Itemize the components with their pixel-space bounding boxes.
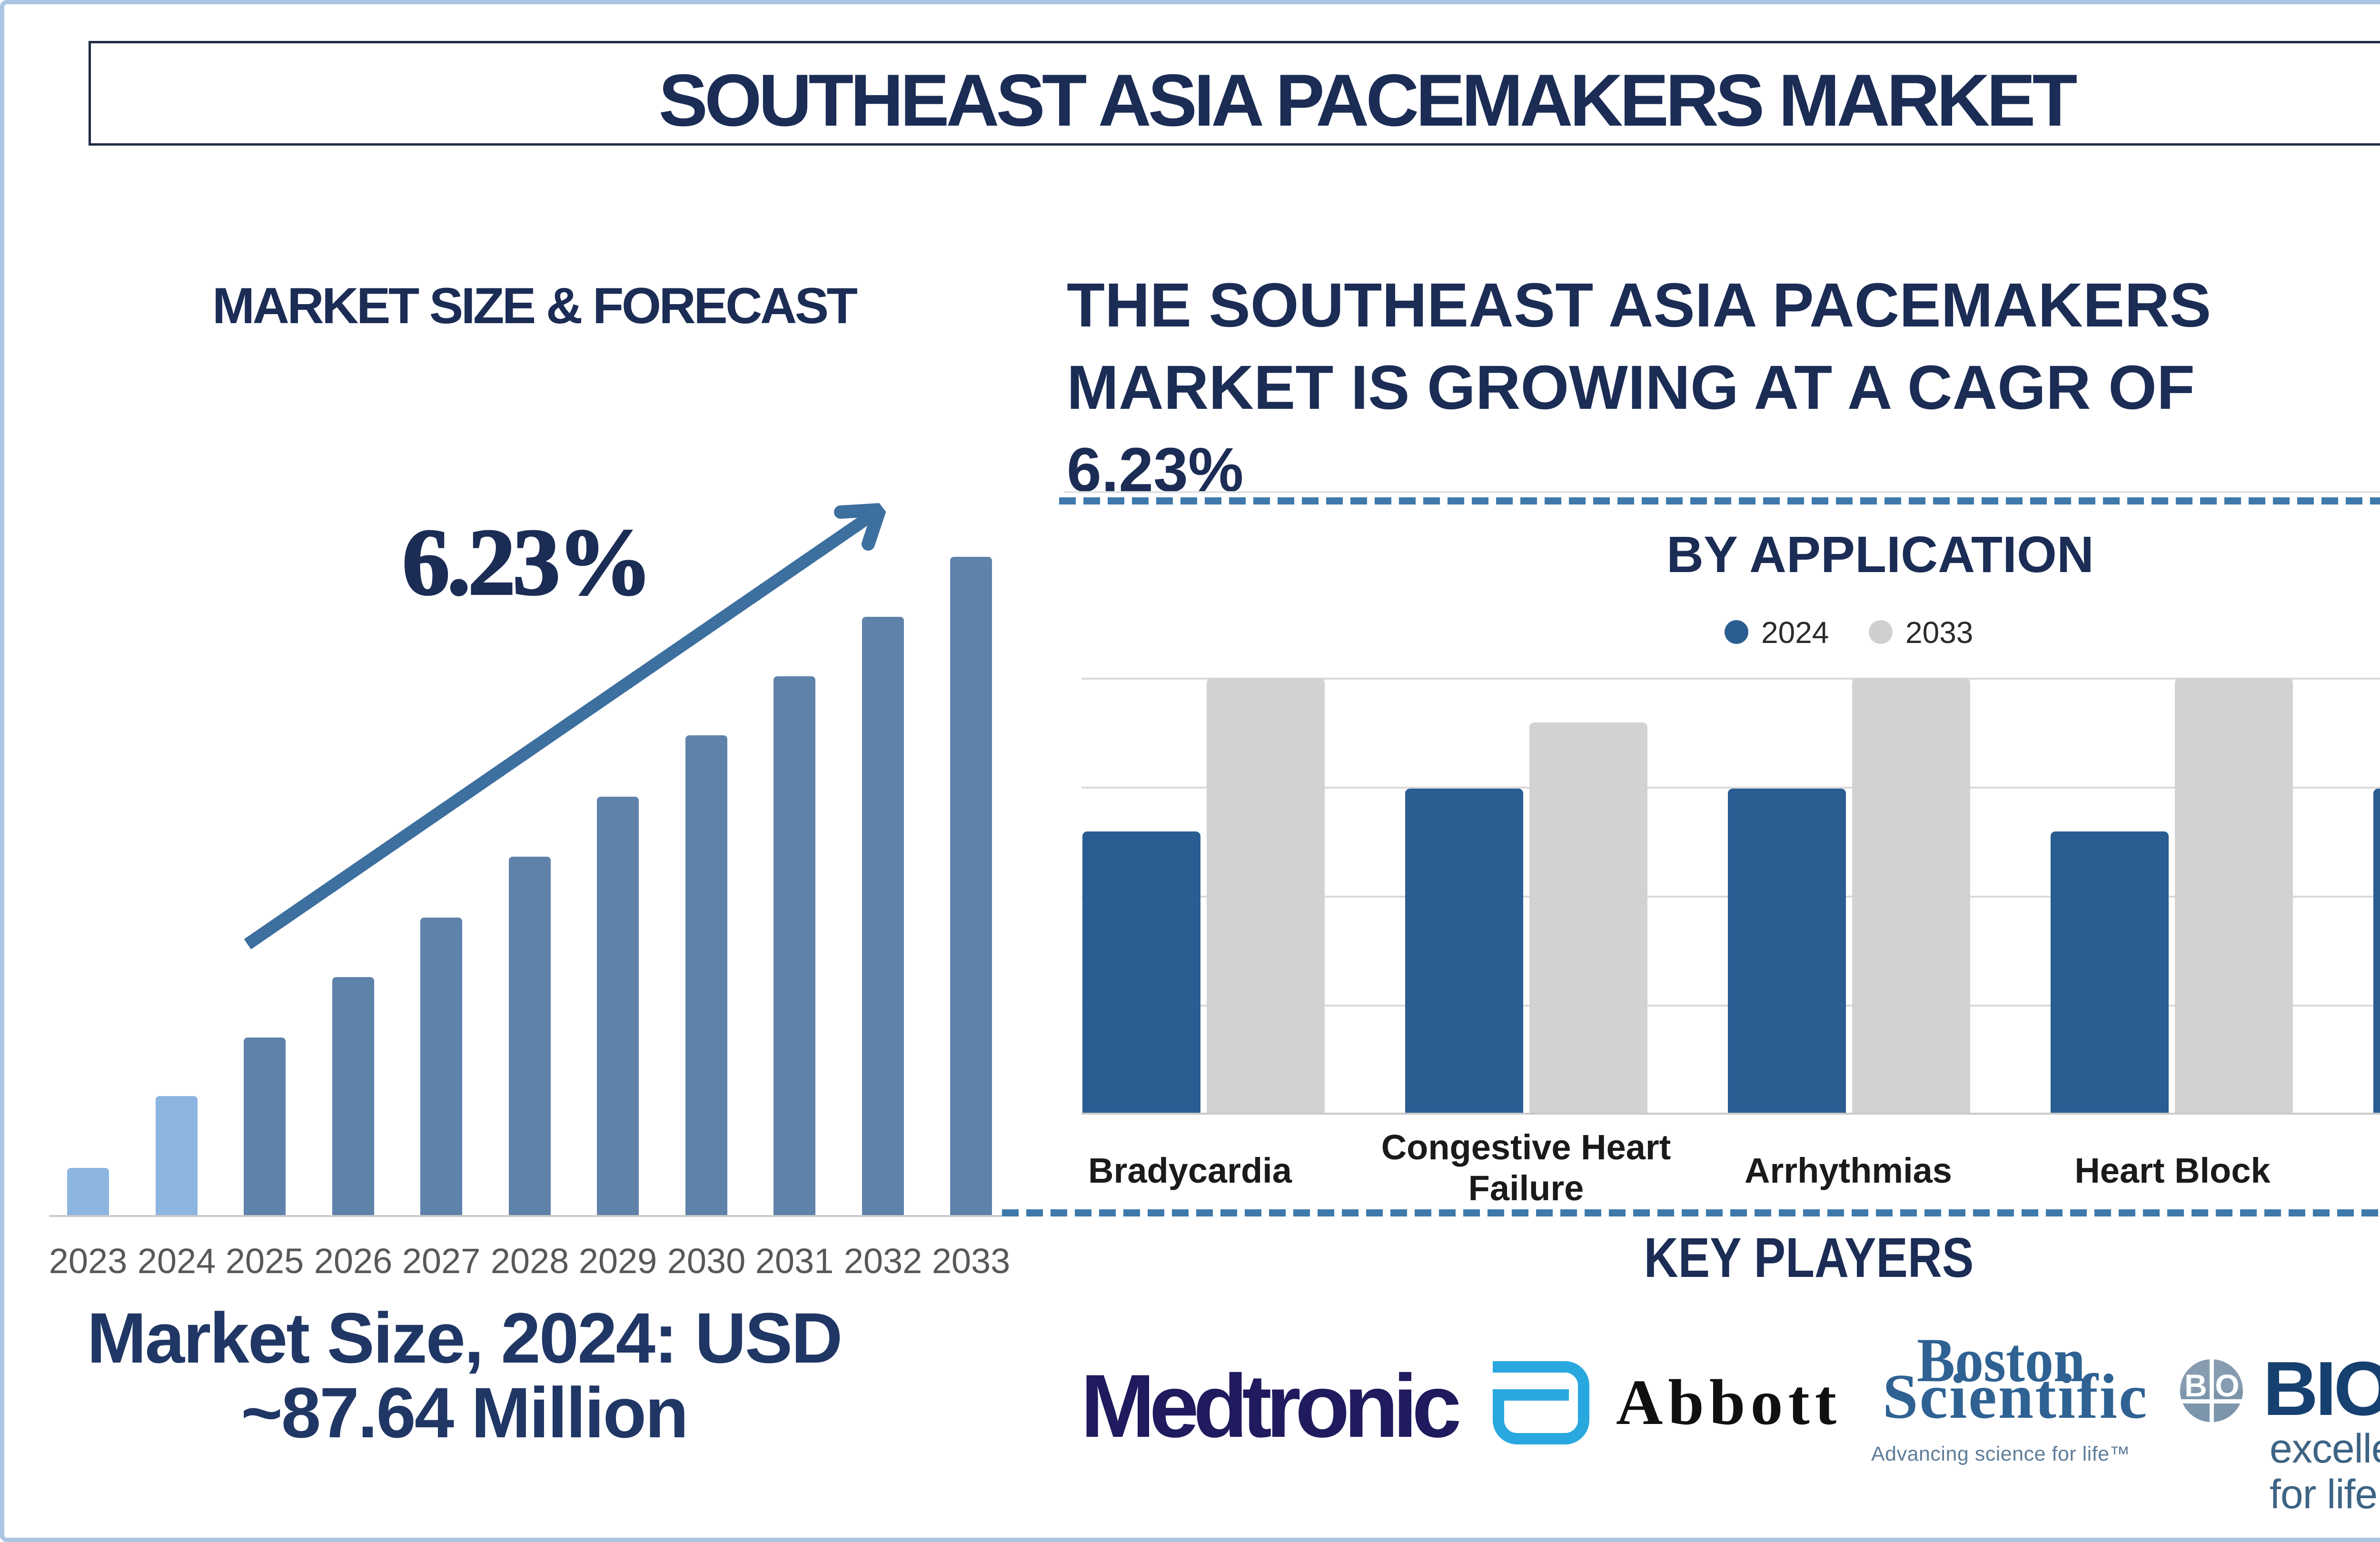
svg-text:B: B <box>2184 1368 2207 1403</box>
svg-text:O: O <box>2215 1368 2239 1403</box>
